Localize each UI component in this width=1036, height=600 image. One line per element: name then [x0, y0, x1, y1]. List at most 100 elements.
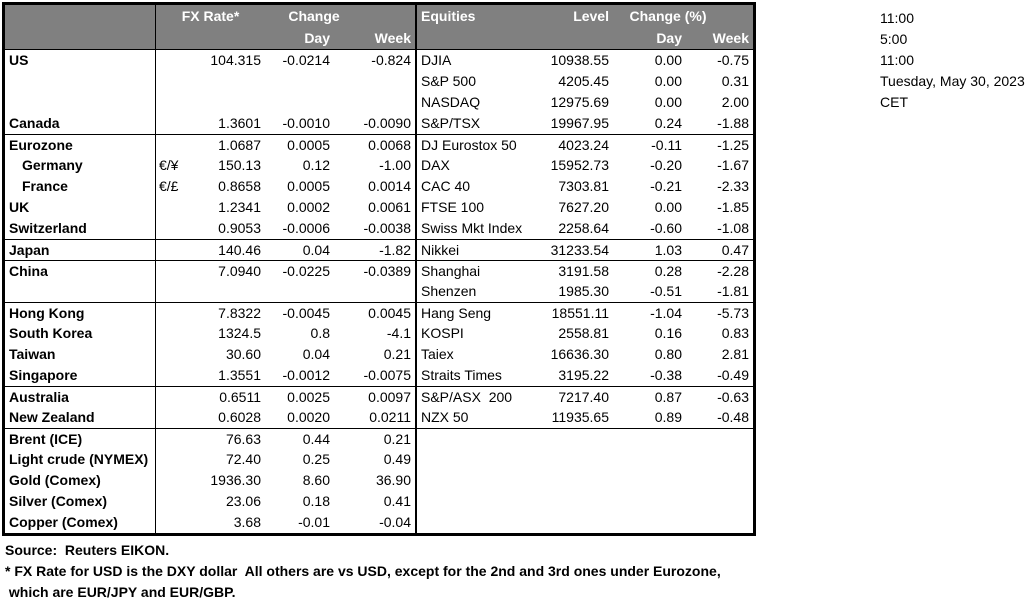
equity-week-change-value: [686, 429, 753, 449]
table-row: Switzerland 0.9053 -0.0006 -0.0038 Swiss Mkt…: [5, 218, 753, 239]
table-body: US 104.315 -0.0214 -0.824 DJIA 10938.55 0.00 -0…: [5, 50, 753, 533]
fx-day-change-value: 0.0025: [287, 389, 330, 405]
fx-rate-value: 1936.30: [210, 472, 261, 488]
country-label: France: [5, 176, 156, 197]
country-label: UK: [5, 197, 156, 218]
header-level: Level: [573, 8, 609, 24]
source-note: Source: Reuters EIKON.: [5, 542, 170, 558]
table-row: Light crude (NYMEX) 72.40 0.25 0.49: [5, 449, 753, 470]
equity-index-label: Shenzen: [421, 283, 477, 299]
currency-pair-label: [156, 365, 186, 386]
equity-day-change-value: 1.03: [654, 242, 682, 258]
fx-day-change-value: 0.0002: [287, 199, 330, 215]
header-eq-week: Week: [712, 30, 749, 46]
table-row: Germany €/¥ 150.13 0.12 -1.00 DAX 15952.73 -0.2…: [5, 155, 753, 176]
country-label: Gold (Comex): [5, 470, 156, 491]
fx-rate-value: [186, 92, 265, 113]
equity-day-change-value: 0.16: [654, 325, 682, 341]
equity-level-value: [545, 449, 613, 470]
fx-day-change-value: 0.0005: [287, 137, 330, 153]
equity-day-change-value: -0.11: [651, 137, 682, 153]
equity-day-change-value: -0.51: [650, 283, 682, 299]
country-label: [5, 281, 156, 302]
equity-level-value: [545, 512, 613, 533]
equity-index-label: [417, 512, 545, 533]
equity-level-value: 12975.69: [550, 94, 609, 110]
fx-week-change-value: -1.00: [334, 155, 417, 176]
country-label: Silver (Comex): [5, 491, 156, 512]
country-label: Switzerland: [5, 218, 156, 239]
equity-index-label: DJIA: [421, 52, 452, 68]
header-change-pct: Change (%): [629, 8, 707, 24]
fx-rate-value: 23.06: [225, 493, 261, 509]
equity-week-change-value: -2.33: [717, 178, 749, 194]
equity-index-label: FTSE 100: [421, 199, 485, 215]
country-label: Canada: [5, 113, 156, 134]
header-change: Change: [265, 5, 417, 27]
equity-index-label: Straits Times: [421, 367, 502, 383]
equity-week-change-value: 0.31: [721, 73, 749, 89]
fx-day-change-value: 0.04: [302, 346, 330, 362]
equity-week-change-value: -1.08: [717, 220, 749, 236]
equity-week-change-value: -0.63: [717, 389, 749, 405]
currency-pair-label: [156, 240, 186, 260]
equity-day-change-value: [613, 512, 686, 533]
equity-level-value: 7627.20: [558, 199, 609, 215]
equity-week-change-value: [686, 449, 753, 470]
equity-level-value: 4023.24: [558, 137, 609, 153]
equity-level-value: 2258.64: [558, 220, 609, 236]
equity-level-value: 18551.11: [551, 305, 609, 321]
equity-index-label: Taiex: [421, 346, 454, 362]
currency-pair-label: [156, 323, 186, 344]
equity-week-change-value: -5.73: [717, 305, 749, 321]
header-row-1: FX Rate* Change Equities Level Change (%…: [5, 5, 753, 27]
fx-day-change-value: 0.8: [310, 325, 330, 341]
fx-rate-value: 0.9053: [218, 220, 261, 236]
country-label: Copper (Comex): [5, 512, 156, 533]
table-row: South Korea 1324.5 0.8 -4.1 KOSPI 2558.81 0.16…: [5, 323, 753, 344]
fx-rate-value: 0.8658: [218, 178, 261, 194]
equity-day-change-value: 0.00: [654, 52, 682, 68]
table-row: New Zealand 0.6028 0.0020 0.0211 NZX 50 11935…: [5, 407, 753, 428]
table-row: NASDAQ 12975.69 0.00 2.00: [5, 92, 753, 113]
equity-index-label: [417, 429, 545, 449]
equity-day-change-value: -0.60: [650, 220, 682, 236]
currency-pair-label: [156, 407, 186, 428]
fx-rate-value: 140.46: [218, 242, 261, 258]
currency-pair-label: [156, 449, 186, 470]
fx-week-change-value: 0.41: [334, 491, 417, 512]
fx-week-change-value: 0.0014: [334, 176, 417, 197]
table-row: France €/£ 0.8658 0.0005 0.0014 CAC 40 7303.81…: [5, 176, 753, 197]
equity-level-value: [545, 470, 613, 491]
equity-week-change-value: [686, 470, 753, 491]
equity-week-change-value: -1.67: [717, 157, 749, 173]
currency-pair-label: [156, 113, 186, 134]
currency-pair-label: [156, 92, 186, 113]
header-blank-cell: [5, 27, 156, 49]
fx-day-change-value: [265, 92, 334, 113]
equity-day-change-value: -0.21: [650, 178, 682, 194]
equity-level-value: 16636.30: [550, 346, 609, 362]
market-summary-table: FX Rate* Change Equities Level Change (%…: [2, 2, 756, 536]
equity-index-label: Shanghai: [421, 263, 481, 279]
fx-rate-value: 150.13: [218, 157, 261, 173]
country-label: New Zealand: [5, 407, 156, 428]
fx-week-change-value: 0.21: [334, 429, 417, 449]
fx-rate-value: 1.0687: [218, 137, 261, 153]
table-row: Gold (Comex) 1936.30 8.60 36.90: [5, 470, 753, 491]
fx-day-change-value: 0.25: [302, 451, 330, 467]
equity-day-change-value: 0.00: [654, 94, 682, 110]
equity-day-change-value: [613, 449, 686, 470]
equity-day-change-value: [613, 491, 686, 512]
equity-week-change-value: 0.47: [721, 242, 749, 258]
equity-index-label: [417, 491, 545, 512]
fx-week-change-value: [334, 71, 417, 92]
equity-index-label: DJ Eurostox 50: [421, 137, 517, 153]
equity-day-change-value: [613, 429, 686, 449]
table-row: Silver (Comex) 23.06 0.18 0.41: [5, 491, 753, 512]
fx-rate-value: 0.6028: [218, 409, 261, 425]
currency-pair-label: [156, 491, 186, 512]
equity-index-label: S&P/TSX: [421, 115, 481, 131]
table-row: S&P 500 4205.45 0.00 0.31: [5, 71, 753, 92]
